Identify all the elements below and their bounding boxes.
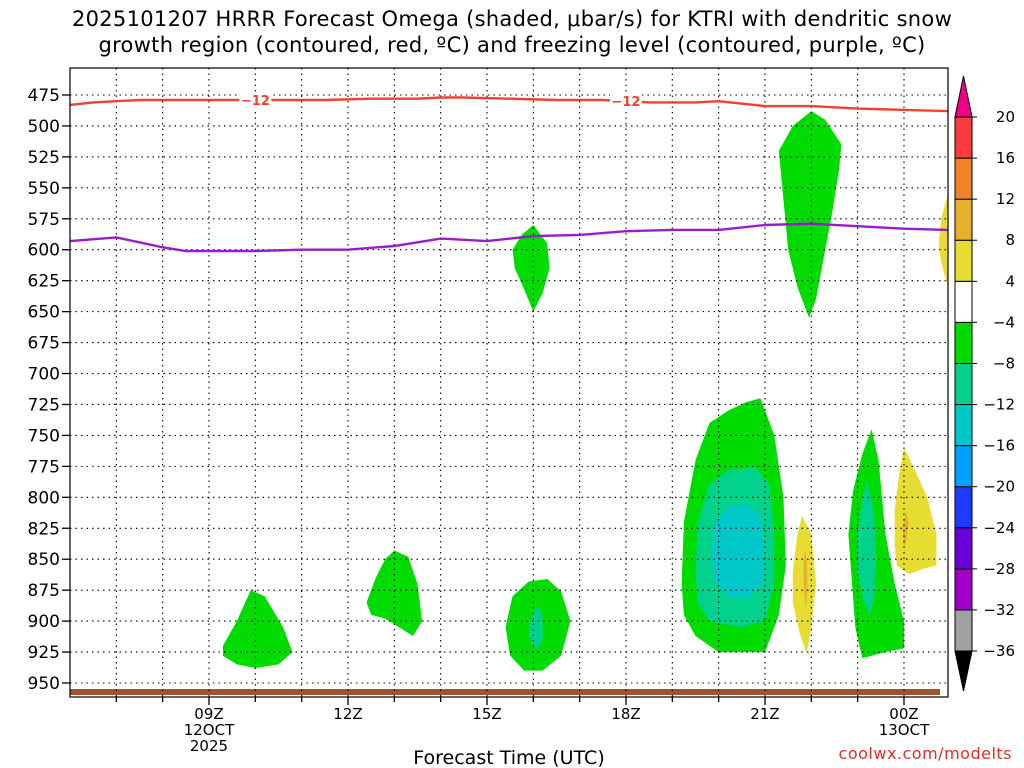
- colorbar-level-label: −4: [993, 313, 1015, 331]
- credit-url[interactable]: coolwx.com/modelts: [838, 744, 1012, 763]
- colorbar-segment: [954, 198, 973, 241]
- y-tick-label: 850: [28, 550, 60, 570]
- y-tick-label: 775: [28, 457, 60, 477]
- omega-region-15: [938, 194, 948, 287]
- colorbar-level-label: −28: [983, 560, 1015, 578]
- colorbar-level-label: −16: [983, 437, 1015, 455]
- plot-grid: [70, 68, 948, 697]
- y-tick-label: 825: [28, 519, 60, 539]
- y-tick-label: 500: [28, 117, 60, 137]
- omega-shaded-fills: [222, 111, 948, 671]
- colorbar-level-label: 4: [1005, 272, 1015, 290]
- chart-title: 2025101207 HRRR Forecast Omega (shaded, …: [0, 6, 1024, 58]
- omega-region-4: [528, 606, 543, 650]
- y-tick-label: 725: [28, 395, 60, 415]
- colorbar-level-label: 20: [996, 108, 1015, 126]
- colorbar-level-label: −20: [983, 478, 1015, 496]
- chart-title-line-1: 2025101207 HRRR Forecast Omega (shaded, …: [71, 7, 953, 31]
- x-tick-label: 09Z: [194, 705, 223, 723]
- x-tick-label: 12Z: [333, 705, 362, 723]
- x-tick-label: 12OCT: [184, 721, 235, 739]
- y-axis-pressure: 475 500 525 550 575 600 625 650 675 700 725 750 775 8…: [28, 86, 70, 694]
- x-tick-label: 2025: [190, 737, 228, 755]
- contour-lines: −12 −12: [69, 91, 949, 253]
- omega-region-1: [366, 550, 423, 636]
- y-tick-label: 900: [28, 612, 60, 632]
- colorbar-segment: [954, 239, 973, 282]
- x-tick-label: 15Z: [472, 705, 501, 723]
- x-tick-label: 00Z: [889, 705, 918, 723]
- colorbar-segment: [954, 404, 973, 447]
- plot-frame: [69, 67, 949, 698]
- dgz-contour-label: −12: [241, 94, 270, 109]
- x-axis-label: Forecast Time (UTC): [413, 747, 604, 768]
- colorbar-segment: [954, 362, 973, 406]
- colorbar-top-arrow: [954, 75, 973, 118]
- y-tick-label: 925: [28, 643, 60, 663]
- colorbar-segment: [954, 157, 973, 200]
- colorbar-segment: [954, 116, 973, 159]
- y-tick-label: 550: [28, 179, 60, 199]
- omega-region-8: [711, 503, 765, 599]
- y-tick-label: 800: [28, 488, 60, 508]
- omega-region-2: [512, 225, 550, 312]
- x-tick-label: 18Z: [611, 705, 640, 723]
- y-tick-label: 575: [28, 210, 60, 230]
- colorbar-level-label: −32: [983, 601, 1015, 619]
- dgz-label-bg: [609, 93, 642, 110]
- omega-region-5: [778, 111, 842, 318]
- y-tick-label: 875: [28, 581, 60, 601]
- colorbar-level-label: 12: [996, 190, 1015, 208]
- omega-region-14: [902, 512, 909, 547]
- colorbar-segment: [954, 445, 973, 488]
- colorbar-segment: [954, 527, 973, 570]
- colorbar-omega: −36 −32 −28 −24 −20 −16 −12 −8 −4 4 8 12 16 20: [954, 75, 1015, 692]
- x-tick-label: 21Z: [750, 705, 779, 723]
- colorbar-level-label: 16: [996, 149, 1015, 167]
- colorbar-level-label: −12: [983, 396, 1015, 414]
- colorbar-level-label: −8: [993, 354, 1015, 372]
- chart-title-line-2: growth region (contoured, red, ºC) and f…: [98, 33, 926, 57]
- colorbar-level-label: 8: [1005, 231, 1015, 249]
- colorbar-segment: [954, 609, 973, 652]
- omega-region-12: [857, 481, 877, 615]
- surface-band: [70, 689, 940, 695]
- y-tick-label: 675: [28, 334, 60, 354]
- y-tick-label: 525: [28, 148, 60, 168]
- y-tick-label: 650: [28, 303, 60, 323]
- colorbar-segment: [954, 280, 973, 323]
- y-tick-label: 950: [28, 674, 60, 694]
- omega-region-11: [848, 429, 904, 659]
- y-tick-label: 600: [28, 241, 60, 261]
- dgz-contour-label: −12: [611, 95, 640, 110]
- y-tick-label: 625: [28, 272, 60, 292]
- colorbar-segment: [954, 321, 973, 364]
- omega-region-10: [803, 549, 808, 609]
- colorbar-level-label: −24: [983, 519, 1015, 537]
- y-tick-label: 475: [28, 86, 60, 106]
- colorbar-bottom-arrow: [954, 650, 973, 692]
- omega-region-0: [222, 590, 293, 669]
- y-tick-label: 750: [28, 426, 60, 446]
- colorbar-level-label: −36: [983, 642, 1015, 660]
- dgz-label-bg: [239, 91, 272, 108]
- surface-terrain: [70, 689, 940, 695]
- colorbar-segment: [954, 486, 973, 529]
- x-tick-label: 13OCT: [879, 721, 930, 739]
- y-tick-label: 700: [28, 365, 60, 385]
- dgz-contour-line: [69, 96, 949, 113]
- freezing-level-line: [69, 222, 949, 253]
- colorbar-segment: [954, 568, 973, 611]
